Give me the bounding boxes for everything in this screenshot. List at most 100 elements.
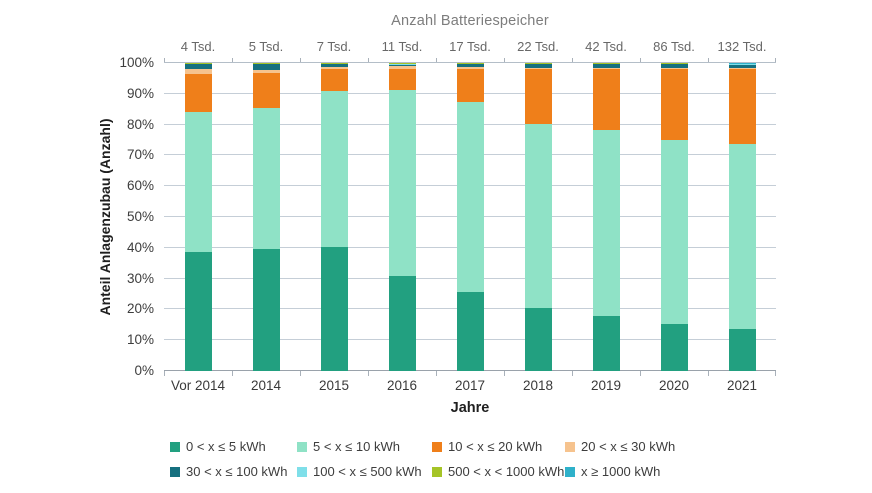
bar-segment — [320, 68, 348, 92]
legend-item: 500 < x < 1000 kWh — [432, 464, 565, 479]
y-tick-label: 20% — [126, 301, 154, 317]
y-tick-label: 70% — [126, 147, 154, 163]
bar-segment — [320, 67, 348, 69]
bar-segment — [388, 66, 416, 69]
legend-label: 0 < x ≤ 5 kWh — [186, 439, 266, 454]
stacked-bar — [728, 63, 756, 371]
bar-segment — [456, 64, 484, 68]
bar-column-2015 — [300, 63, 368, 371]
legend-label: x ≥ 1000 kWh — [581, 464, 661, 479]
bottom-axis-tick — [436, 371, 437, 376]
stacked-bar — [388, 63, 416, 371]
top-axis-tick — [232, 58, 233, 63]
bar-segment — [252, 69, 280, 73]
legend-label: 30 < x ≤ 100 kWh — [186, 464, 288, 479]
bar-segment — [320, 91, 348, 247]
bar-segment — [728, 63, 756, 64]
bottom-axis-tick — [164, 371, 165, 376]
bar-segment — [184, 112, 212, 253]
category-label: 2015 — [318, 378, 350, 393]
bar-segment — [660, 68, 688, 70]
bar-segment — [184, 68, 212, 75]
legend: 0 < x ≤ 5 kWh 5 < x ≤ 10 kWh 10 < x ≤ 20 k… — [170, 438, 860, 488]
bar-segment — [592, 67, 620, 70]
y-tick-label: 30% — [126, 270, 154, 286]
bar-segment — [388, 63, 416, 65]
battery-count-label: 42 Tsd. — [585, 39, 627, 54]
legend-label: 500 < x < 1000 kWh — [448, 464, 565, 479]
plot-area: 4 Tsd. Vor 2014 5 Tsd. 2014 7 Tsd. 2015 11 Tsd… — [164, 39, 776, 393]
bar-segment — [660, 69, 688, 141]
bar-column-2019 — [572, 63, 640, 371]
bar-segment — [592, 63, 620, 68]
battery-count-label: 11 Tsd. — [381, 39, 423, 54]
battery-count-label: 22 Tsd. — [517, 39, 559, 54]
bottom-axis-tick — [572, 371, 573, 376]
legend-swatch — [432, 441, 442, 452]
legend-swatch — [565, 441, 575, 452]
bar-segment — [252, 64, 280, 70]
stacked-bar — [252, 63, 280, 371]
bottom-axis-tick — [640, 371, 641, 376]
category-label: 2019 — [590, 378, 622, 393]
battery-count-label: 132 Tsd. — [717, 39, 767, 54]
bar-segment — [388, 89, 416, 276]
legend-item: x ≥ 1000 kWh — [565, 464, 660, 479]
category-label: 2020 — [658, 378, 690, 393]
legend-item: 30 < x ≤ 100 kWh — [170, 464, 297, 479]
bar-segment — [660, 323, 688, 371]
bar-segment — [388, 64, 416, 67]
legend-item: 100 < x ≤ 500 kWh — [297, 464, 432, 479]
battery-count-label: 86 Tsd. — [653, 39, 695, 54]
stacked-bar — [524, 63, 552, 371]
bar-segment — [524, 308, 552, 371]
bottom-axis-tick — [504, 371, 505, 376]
top-axis-tick — [436, 58, 437, 63]
legend-row: 0 < x ≤ 5 kWh 5 < x ≤ 10 kWh 10 < x ≤ 20 k… — [170, 438, 860, 455]
bar-segment — [184, 64, 212, 69]
bar-segment — [728, 329, 756, 371]
bar-segment — [524, 63, 552, 65]
bar-segment — [660, 140, 688, 324]
bar-column-2014 — [232, 63, 300, 371]
top-axis-tick — [164, 58, 165, 63]
top-axis-tick — [504, 58, 505, 63]
bar-segment — [456, 67, 484, 69]
bar-column-vor-2014 — [164, 63, 232, 371]
bar-segment — [388, 68, 416, 90]
bar-segment — [728, 64, 756, 68]
stacked-bar — [660, 63, 688, 371]
bar-segment — [660, 64, 688, 69]
y-tick-label: 80% — [126, 116, 154, 132]
y-tick-label: 90% — [126, 85, 154, 101]
y-tick-label: 50% — [126, 209, 154, 224]
top-axis-tick — [775, 58, 776, 63]
bar-column-2018 — [504, 63, 572, 371]
bar-segment — [252, 108, 280, 250]
bar-segment — [524, 67, 552, 69]
legend-row: 30 < x ≤ 100 kWh 100 < x ≤ 500 kWh 500 < x… — [170, 463, 860, 480]
battery-count-label: 4 Tsd. — [180, 39, 216, 54]
legend-swatch — [170, 441, 180, 452]
bar-segment — [728, 69, 756, 145]
top-axis-title: Anzahl Batteriespeicher — [391, 13, 549, 29]
bottom-axis-tick — [708, 371, 709, 376]
bar-segment — [320, 246, 348, 371]
bottom-axis-tick — [775, 371, 776, 376]
bar-segment — [252, 72, 280, 109]
bar-column-2021 — [708, 63, 776, 371]
category-label: 2018 — [522, 378, 554, 393]
legend-item: 20 < x ≤ 30 kWh — [565, 439, 675, 454]
category-label: 2021 — [726, 378, 758, 393]
top-axis-line — [164, 62, 776, 63]
category-label: Vor 2014 — [170, 378, 226, 393]
bar-segment — [592, 316, 620, 371]
legend-item: 0 < x ≤ 5 kWh — [170, 439, 297, 454]
bar-segment — [592, 69, 620, 130]
bar-segment — [184, 74, 212, 113]
top-axis-tick — [572, 58, 573, 63]
x-axis-title: Jahre — [450, 400, 490, 416]
legend-swatch — [297, 441, 307, 452]
bar-segment — [592, 129, 620, 317]
legend-swatch — [297, 466, 307, 477]
